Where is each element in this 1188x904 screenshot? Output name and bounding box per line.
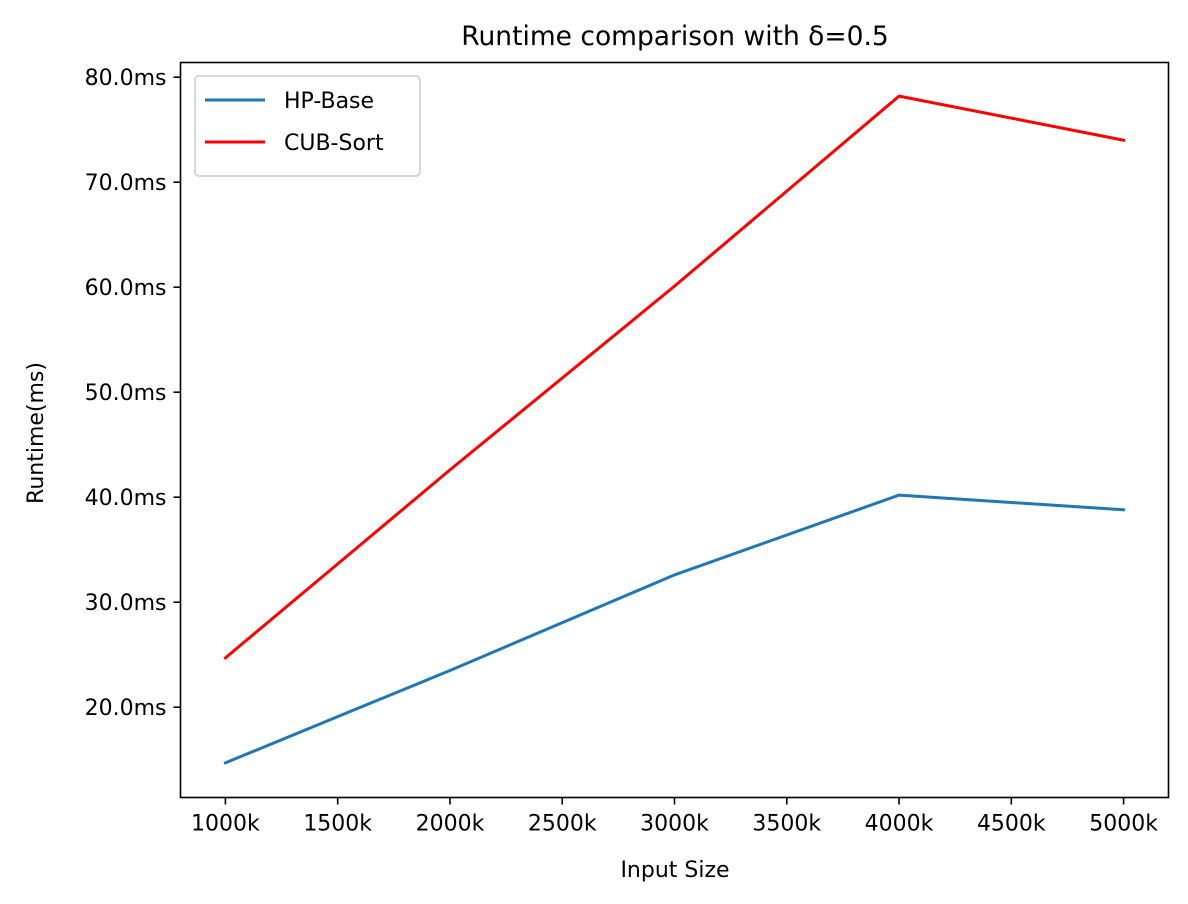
series-line-hp-base — [223, 493, 1126, 765]
legend: HP-Base CUB-Sort — [194, 75, 421, 177]
y-tick-label: 50.0ms — [85, 381, 167, 406]
ticks-layer: 1000k 1500k 2000k 2500k 3000k 3500k 4000k 4500k… — [85, 66, 1159, 836]
legend-label: HP-Base — [284, 89, 374, 114]
y-tick-label: 20.0ms — [85, 696, 167, 721]
y-tick-label: 30.0ms — [85, 591, 167, 616]
y-axis-title: Runtime(ms) — [24, 362, 49, 504]
x-axis-title: Input Size — [620, 858, 729, 883]
plot-area-frame — [179, 61, 1170, 799]
x-tick-label: 5000k — [1089, 812, 1158, 837]
x-tick-label: 4500k — [977, 812, 1046, 837]
x-tick-label: 2000k — [416, 812, 485, 837]
x-tick-label: 1000k — [191, 812, 260, 837]
y-tick-label: 40.0ms — [85, 486, 167, 511]
x-tick-label: 1500k — [303, 812, 372, 837]
x-tick-label: 2500k — [528, 812, 597, 837]
x-tick-label: 3000k — [640, 812, 709, 837]
y-tick-label: 60.0ms — [85, 276, 167, 301]
x-tick-label: 3500k — [752, 812, 821, 837]
x-tick-label: 4000k — [865, 812, 934, 837]
legend-label: CUB-Sort — [284, 131, 384, 156]
series-layer — [223, 94, 1126, 765]
y-tick-label: 80.0ms — [85, 66, 167, 91]
series-line-cub-sort — [223, 94, 1126, 660]
chart-title: Runtime comparison with δ=0.5 — [461, 21, 888, 52]
y-tick-label: 70.0ms — [85, 171, 167, 196]
